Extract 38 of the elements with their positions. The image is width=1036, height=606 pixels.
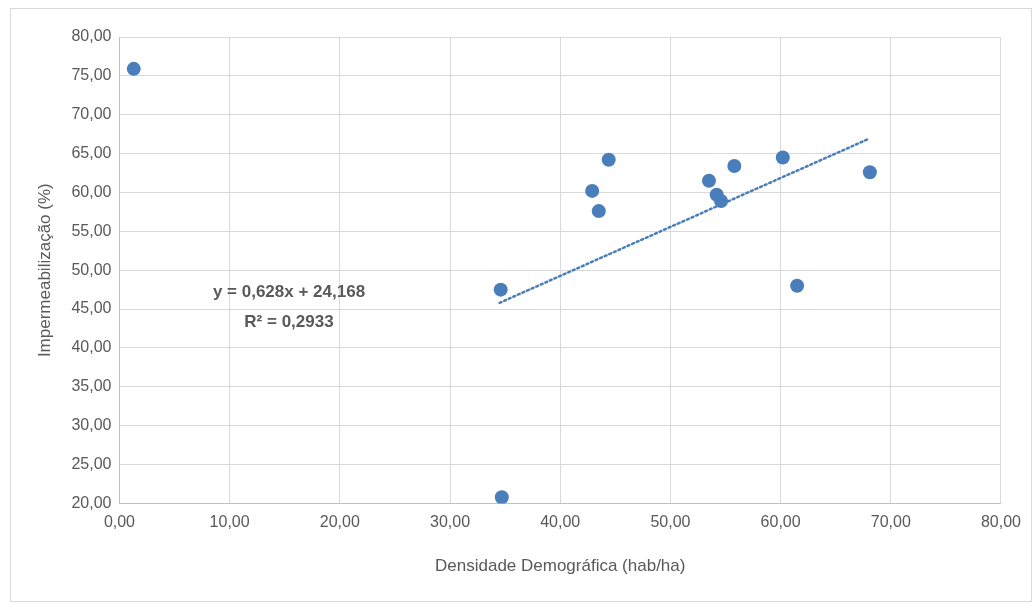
x-tick-label: 80,00	[980, 513, 1022, 531]
x-tick-label: 50,00	[650, 513, 691, 531]
point	[493, 282, 508, 297]
y-tick-label: 25,00	[71, 454, 112, 472]
y-tick-label: 60,00	[71, 182, 112, 200]
y-tick-label: 45,00	[71, 299, 112, 317]
y-tick-label: 80,00	[71, 27, 112, 45]
x-tick-label: 60,00	[760, 513, 801, 531]
point	[591, 204, 606, 219]
y-tick-label: 70,00	[71, 105, 112, 123]
y-tick-label: 75,00	[71, 66, 112, 84]
point	[126, 61, 141, 76]
point	[701, 173, 716, 188]
x-tick-label: 0,00	[103, 513, 136, 531]
x-tick-label: 40,00	[540, 513, 581, 531]
y-axis-title: Impermeabilização (%)	[34, 183, 54, 358]
annotation: y = 0,628x + 24,168	[212, 281, 366, 301]
point	[601, 152, 616, 167]
y-tick-label: 50,00	[71, 260, 112, 278]
y-tick-label: 35,00	[71, 377, 112, 395]
y-tick-label: 20,00	[71, 493, 112, 511]
x-tick-label: 70,00	[870, 513, 911, 531]
x-tick-label: 20,00	[319, 513, 360, 531]
y-tick-label: 40,00	[71, 338, 112, 356]
point	[727, 159, 742, 174]
x-tick-label: 10,00	[209, 513, 250, 531]
point	[775, 150, 790, 165]
point	[862, 165, 877, 180]
y-tick-label: 65,00	[71, 144, 112, 162]
point	[790, 278, 805, 293]
point	[714, 194, 729, 209]
y-tick-label: 55,00	[71, 221, 112, 239]
point	[585, 183, 600, 198]
x-tick-label: 30,00	[429, 513, 471, 531]
y-tick-label: 30,00	[71, 416, 112, 434]
point	[494, 490, 509, 504]
annotation: R² = 0,2933	[244, 311, 334, 331]
x-axis-title: Densidade Demográfica (hab/ha)	[435, 556, 686, 576]
